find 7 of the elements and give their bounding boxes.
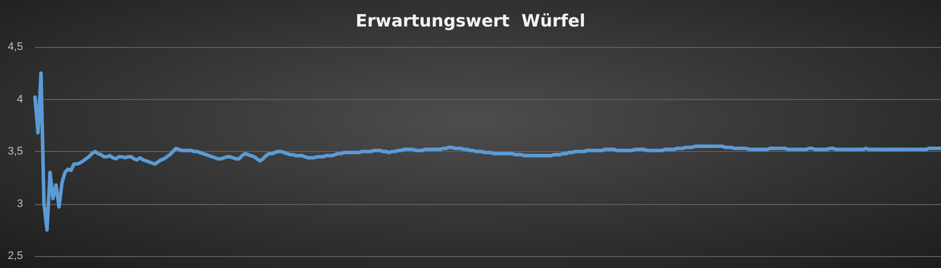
y-tick-label: 4 — [16, 93, 23, 106]
y-tick-label: 3 — [16, 198, 23, 210]
y-tick-label: 2,5 — [8, 250, 23, 262]
chart-title: Erwartungswert Würfel — [356, 12, 586, 32]
y-tick-label: 4,5 — [8, 41, 23, 53]
y-tick-label: 3,5 — [8, 146, 23, 158]
line-series — [33, 71, 941, 232]
